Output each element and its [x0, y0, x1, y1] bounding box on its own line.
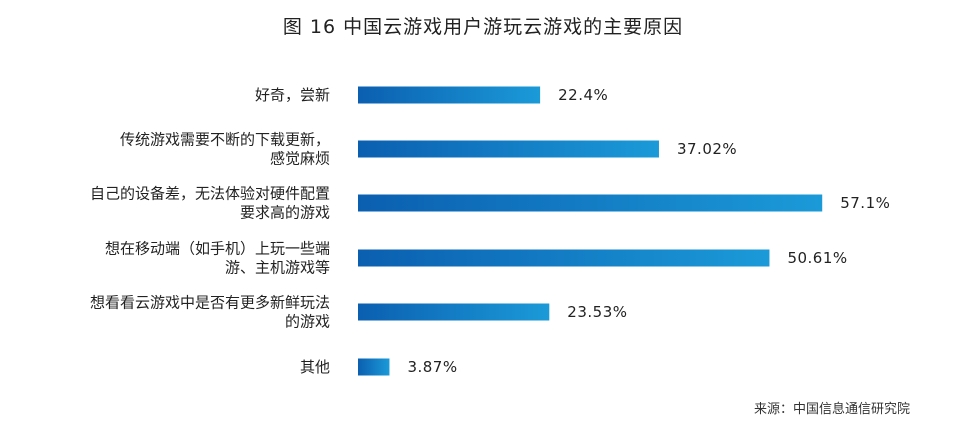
- category-label-1-line-1: 感觉麻烦: [270, 150, 330, 168]
- value-label-4: 23.53%: [567, 303, 627, 321]
- category-label-1-line-0: 传统游戏需要不断的下载更新，: [120, 131, 330, 149]
- bar-4: [358, 303, 550, 321]
- bar-5: [358, 358, 390, 376]
- category-label-3-line-0: 想在移动端（如手机）上玩一些端: [105, 240, 330, 258]
- category-label-3-line-1: 游、主机游戏等: [225, 259, 330, 277]
- value-label-0: 22.4%: [558, 86, 608, 104]
- bar-0: [358, 86, 541, 104]
- category-label-4-line-0: 想看看云游戏中是否有更多新鲜玩法: [90, 294, 330, 312]
- value-label-3: 50.61%: [787, 249, 847, 267]
- chart-title: 图 16 中国云游戏用户游玩云游戏的主要原因: [282, 16, 684, 38]
- source-note: 来源：中国信息通信研究院: [753, 402, 910, 417]
- category-label-2-line-0: 自己的设备差，无法体验对硬件配置: [90, 185, 330, 203]
- bar-3: [358, 249, 770, 267]
- category-label-0-line-0: 好奇，尝新: [255, 86, 330, 104]
- value-label-1: 37.02%: [677, 140, 737, 158]
- bar-1: [358, 140, 659, 158]
- value-label-2: 57.1%: [840, 194, 890, 212]
- value-label-5: 3.87%: [407, 358, 457, 376]
- category-label-2-line-1: 要求高的游戏: [240, 204, 330, 222]
- category-label-4-line-1: 的游戏: [285, 313, 330, 331]
- category-label-5-line-0: 其他: [300, 358, 330, 376]
- bar-2: [358, 194, 823, 212]
